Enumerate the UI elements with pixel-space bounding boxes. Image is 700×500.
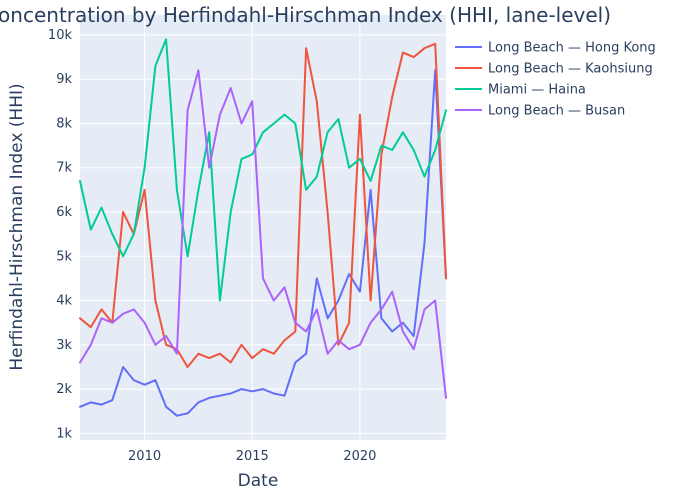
x-gridlines: [144, 15, 361, 440]
series-lines[interactable]: [79, 38, 447, 417]
x-tick-label: 2010: [128, 449, 161, 464]
y-tick-label: 8k: [56, 116, 72, 131]
series-line-miami-haina[interactable]: [79, 38, 447, 302]
x-axis-title: Date: [238, 471, 279, 491]
x-tick-labels: 2010 2015 2020: [128, 449, 376, 464]
y-tick-label: 7k: [56, 161, 72, 176]
y-tick-label: 6k: [56, 205, 72, 220]
series-line-long-beach-hong-kong[interactable]: [79, 69, 447, 417]
y-tick-label: 2k: [56, 382, 72, 397]
series-line-long-beach-busan[interactable]: [79, 69, 447, 399]
legend-label: Long Beach — Kaohsiung: [488, 62, 653, 77]
legend-item-long-beach-busan[interactable]: Long Beach — Busan: [455, 104, 625, 119]
y-tick-labels: 1k 2k 3k 4k 5k 6k 7k 8k 9k 10k: [48, 28, 73, 441]
legend-label: Long Beach — Hong Kong: [488, 41, 656, 56]
legend-label: Long Beach — Busan: [488, 104, 625, 119]
y-tick-label: 5k: [56, 249, 72, 264]
y-tick-label: 10k: [48, 28, 73, 43]
series-line-long-beach-kaohsiung[interactable]: [79, 42, 447, 368]
legend-item-long-beach-kaohsiung[interactable]: Long Beach — Kaohsiung: [455, 62, 653, 77]
y-tick-label: 9k: [56, 72, 72, 87]
x-tick-label: 2015: [236, 449, 269, 464]
plot-background: [80, 15, 446, 440]
x-tick-label: 2020: [343, 449, 376, 464]
legend-item-long-beach-hong-kong[interactable]: Long Beach — Hong Kong: [455, 41, 656, 56]
chart-title: Market Concentration by Herfindahl-Hirsc…: [0, 3, 611, 27]
legend[interactable]: Long Beach — Hong Kong Long Beach — Kaohs…: [455, 41, 656, 119]
y-axis-title: Herfindahl-Hirschman Index (HHI): [7, 83, 27, 370]
y-tick-label: 4k: [56, 294, 72, 309]
legend-label: Miami — Haina: [488, 83, 586, 98]
y-tick-label: 1k: [56, 426, 72, 441]
legend-item-miami-haina[interactable]: Miami — Haina: [455, 83, 586, 98]
y-tick-label: 3k: [56, 338, 72, 353]
